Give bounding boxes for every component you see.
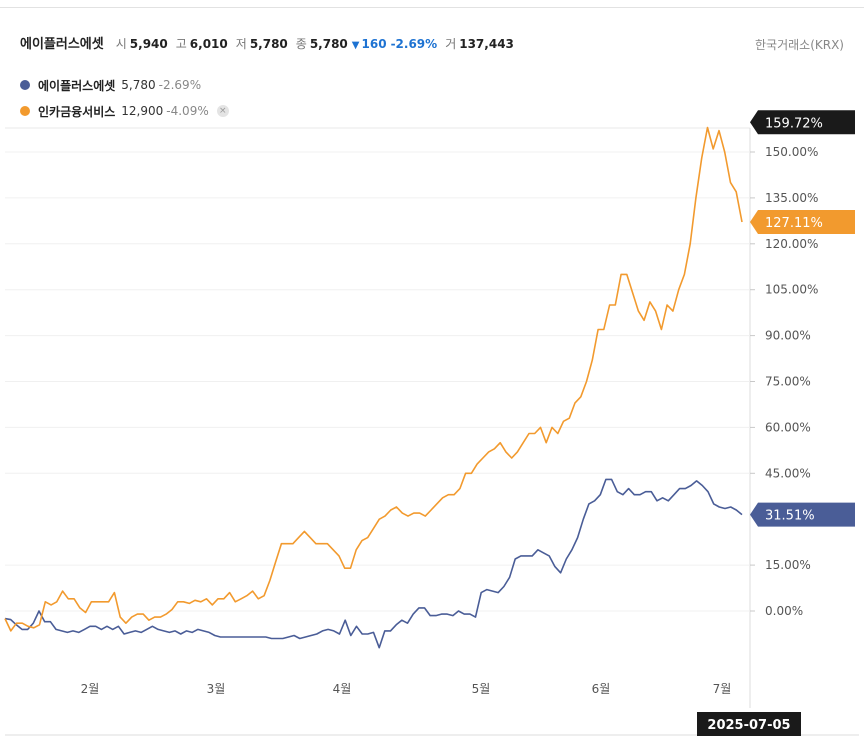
down-arrow-icon: ▼: [351, 40, 360, 51]
open-label: 시: [115, 37, 127, 51]
crosshair-value-tag-bg: [750, 110, 855, 135]
series-last-tag-aplus: 31.51%: [765, 509, 815, 524]
x-tick-label: 6월: [592, 682, 611, 696]
y-tick-label: 15.00%: [765, 558, 811, 572]
quote-header: 에이플러스에셋 시 5,940 고 6,010 저 5,780 종 5,780 …: [20, 33, 522, 53]
x-tick-label: 4월: [333, 682, 352, 696]
exchange-label: 한국거래소(KRX): [755, 38, 844, 52]
y-tick-label: 90.00%: [765, 329, 811, 343]
series-dot-icon: [20, 80, 30, 90]
x-tick-label: 7월: [713, 682, 732, 696]
y-tick-label: 75.00%: [765, 375, 811, 389]
high-label: 고: [175, 37, 187, 51]
high-value: 6,010: [189, 37, 228, 51]
legend-price: 12,900: [121, 104, 164, 118]
series-last-tag-inca: 127.11%: [765, 216, 823, 231]
low-label: 저: [235, 37, 247, 51]
close-value: 5,780: [309, 37, 348, 51]
x-tick-label: 3월: [207, 682, 226, 696]
legend-item-inca[interactable]: 인카금융서비스 12,900 -4.09% ×: [20, 100, 229, 122]
series-dot-icon: [20, 106, 30, 116]
stock-name: 에이플러스에셋: [20, 37, 104, 52]
change-value: 160: [361, 37, 387, 51]
y-tick-label: 45.00%: [765, 466, 811, 480]
legend-pct: -4.09%: [166, 104, 209, 118]
legend-name: 에이플러스에셋: [38, 78, 116, 93]
top-border: [0, 0, 864, 8]
y-tick-label: 135.00%: [765, 191, 818, 205]
volume-label: 거: [445, 37, 457, 51]
y-tick-label: 120.00%: [765, 237, 818, 251]
date-label: 2025-07-05: [707, 718, 790, 733]
low-value: 5,780: [249, 37, 288, 51]
y-tick-label: 150.00%: [765, 145, 818, 159]
remove-series-icon[interactable]: ×: [216, 105, 229, 117]
series-last-tag-aplus-bg: [750, 502, 855, 527]
y-tick-label: 0.00%: [765, 604, 803, 618]
close-label: 종: [295, 37, 307, 51]
crosshair-value-tag: 159.72%: [765, 116, 823, 131]
legend-name: 인카금융서비스: [38, 104, 116, 119]
date-label-bg: [697, 712, 801, 736]
legend-price: 5,780: [121, 78, 156, 92]
series-last-tag-inca-bg: [750, 210, 855, 235]
legend-pct: -2.69%: [158, 78, 202, 92]
series-line-inca: [4, 126, 743, 632]
legend-item-aplus[interactable]: 에이플러스에셋 5,780 -2.69%: [20, 74, 229, 96]
x-tick-label: 2월: [81, 682, 100, 696]
y-tick-label: 60.00%: [765, 420, 811, 434]
legend: 에이플러스에셋 5,780 -2.69% 인카금융서비스 12,900 -4.0…: [20, 74, 229, 126]
change-pct: -2.69%: [390, 37, 438, 51]
series-line-aplus: [4, 478, 743, 649]
open-value: 5,940: [129, 37, 168, 51]
x-tick-label: 5월: [472, 682, 491, 696]
volume-value: 137,443: [459, 37, 514, 51]
y-tick-label: 105.00%: [765, 283, 818, 297]
